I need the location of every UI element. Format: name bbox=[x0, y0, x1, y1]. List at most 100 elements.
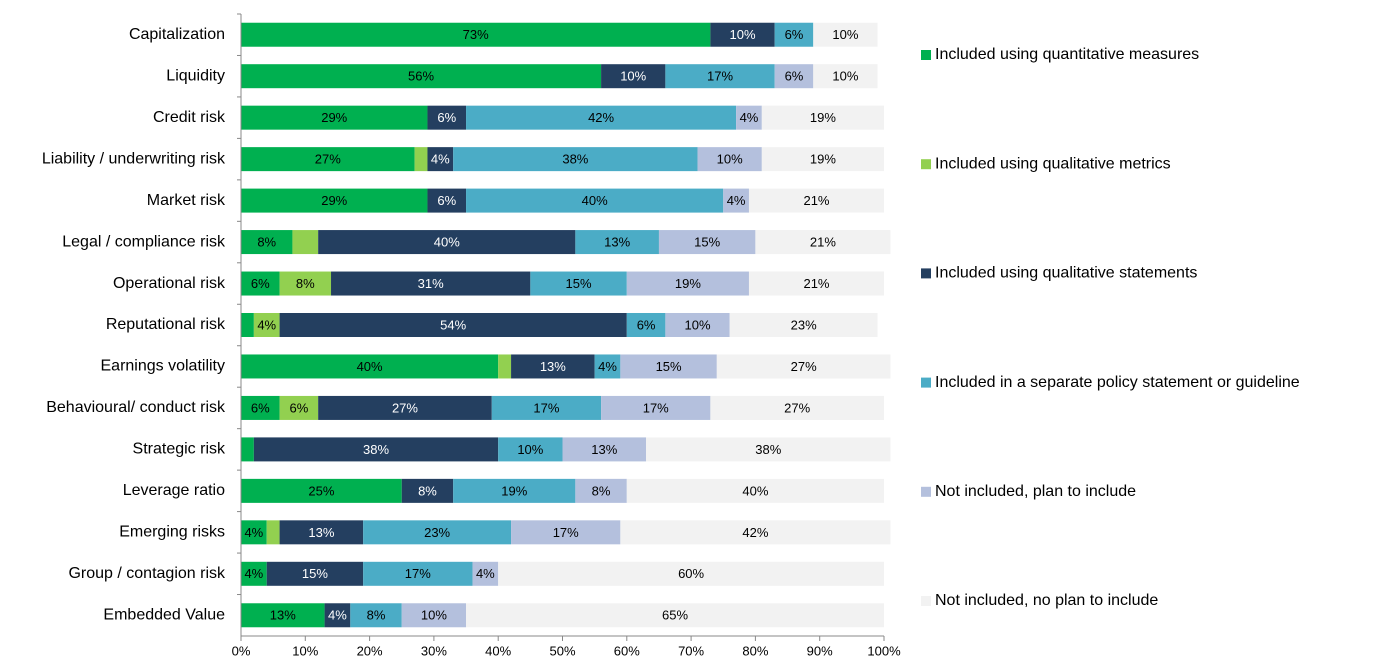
bar-segment bbox=[414, 147, 428, 172]
data-label: 38% bbox=[755, 442, 781, 457]
data-label: 27% bbox=[392, 400, 418, 415]
data-label: 21% bbox=[810, 235, 836, 250]
bar-segment bbox=[241, 395, 280, 420]
bar-segment bbox=[575, 478, 627, 503]
bar-segment bbox=[318, 395, 492, 420]
data-label: 31% bbox=[418, 276, 444, 291]
bar-segment bbox=[646, 437, 891, 462]
data-label: 17% bbox=[643, 400, 669, 415]
bar-segment bbox=[472, 561, 499, 586]
bar-segment bbox=[491, 395, 602, 420]
data-label: 23% bbox=[791, 317, 817, 332]
data-label: 15% bbox=[656, 359, 682, 374]
data-label: 10% bbox=[620, 69, 646, 84]
data-label: 73% bbox=[463, 27, 489, 42]
bar-segment bbox=[530, 271, 627, 296]
data-label: 15% bbox=[566, 276, 592, 291]
bar-segment bbox=[427, 105, 467, 130]
data-label: 29% bbox=[321, 193, 347, 208]
bar-segment bbox=[620, 520, 891, 545]
bar-segment bbox=[241, 437, 254, 462]
legend-marker bbox=[921, 268, 931, 279]
x-tick-label: 70% bbox=[678, 643, 704, 658]
legend-marker bbox=[921, 159, 931, 170]
x-tick-label: 30% bbox=[421, 643, 447, 658]
bar-segment bbox=[761, 105, 884, 130]
data-label: 21% bbox=[803, 276, 829, 291]
data-label: 15% bbox=[302, 566, 328, 581]
bar-segment bbox=[241, 147, 415, 172]
bar-segment bbox=[453, 147, 698, 172]
bar-segment bbox=[710, 395, 884, 420]
y-tick-label: Leverage ratio bbox=[123, 482, 225, 499]
bar-segment bbox=[427, 147, 454, 172]
bar-segment bbox=[466, 105, 737, 130]
data-label: 13% bbox=[540, 359, 566, 374]
bar-segment bbox=[748, 188, 884, 213]
data-label: 17% bbox=[553, 525, 579, 540]
data-label: 60% bbox=[678, 566, 704, 581]
y-tick-label: Capitalization bbox=[129, 26, 225, 43]
data-label: 8% bbox=[592, 483, 611, 498]
data-label: 4% bbox=[727, 193, 746, 208]
bar-segment bbox=[241, 64, 602, 89]
bar-segment bbox=[453, 478, 576, 503]
y-tick-label: Market risk bbox=[147, 192, 226, 209]
y-tick-label: Credit risk bbox=[153, 109, 226, 126]
bar-segment bbox=[665, 64, 775, 89]
legend-label: Not included, plan to include bbox=[935, 483, 1136, 500]
bar-segment bbox=[761, 147, 884, 172]
bar-segment bbox=[292, 230, 319, 255]
data-label: 13% bbox=[591, 442, 617, 457]
data-label: 10% bbox=[730, 27, 756, 42]
data-label: 4% bbox=[598, 359, 617, 374]
bar-segment bbox=[736, 105, 762, 130]
data-label: 4% bbox=[431, 152, 450, 167]
data-label: 4% bbox=[476, 566, 495, 581]
data-label: 6% bbox=[637, 317, 656, 332]
data-label: 27% bbox=[791, 359, 817, 374]
data-label: 13% bbox=[604, 235, 630, 250]
y-tick-label: Emerging risks bbox=[119, 524, 225, 541]
data-label: 10% bbox=[517, 442, 543, 457]
data-label: 10% bbox=[832, 69, 858, 84]
bar-segment bbox=[620, 354, 717, 379]
legend-marker bbox=[921, 377, 931, 388]
bar-segment bbox=[697, 147, 762, 172]
y-tick-label: Strategic risk bbox=[133, 441, 226, 458]
bar-segment bbox=[665, 313, 730, 337]
data-label: 42% bbox=[588, 110, 614, 125]
data-label: 19% bbox=[810, 110, 836, 125]
y-tick-label: Liability / underwriting risk bbox=[42, 150, 226, 167]
x-tick-label: 10% bbox=[292, 643, 318, 658]
legend-marker bbox=[921, 486, 931, 497]
data-label: 10% bbox=[685, 317, 711, 332]
data-label: 56% bbox=[408, 69, 434, 84]
bar-segment bbox=[241, 354, 499, 379]
bar-segment bbox=[466, 603, 884, 628]
data-label: 6% bbox=[785, 69, 804, 84]
bar-segment bbox=[241, 603, 325, 628]
bar-segment bbox=[498, 354, 512, 379]
data-label: 13% bbox=[270, 608, 296, 623]
bar-segment bbox=[241, 22, 711, 47]
bar-segment bbox=[241, 230, 293, 255]
data-label: 4% bbox=[244, 566, 263, 581]
bar-segment bbox=[498, 561, 884, 586]
x-tick-label: 0% bbox=[232, 643, 251, 658]
data-label: 17% bbox=[533, 400, 559, 415]
legend-marker bbox=[921, 50, 931, 60]
data-label: 8% bbox=[296, 276, 315, 291]
data-label: 4% bbox=[257, 317, 276, 332]
data-label: 19% bbox=[675, 276, 701, 291]
data-label: 6% bbox=[251, 400, 270, 415]
bar-segment bbox=[562, 437, 647, 462]
bar-segment bbox=[710, 22, 775, 47]
bar-segment bbox=[363, 561, 473, 586]
bar-segment bbox=[427, 188, 467, 213]
legend-marker bbox=[921, 596, 931, 606]
bar-segment bbox=[774, 64, 814, 89]
legend-label: Not included, no plan to include bbox=[935, 592, 1158, 609]
x-tick-label: 20% bbox=[357, 643, 383, 658]
legend-label: Included using qualitative metrics bbox=[935, 155, 1171, 172]
